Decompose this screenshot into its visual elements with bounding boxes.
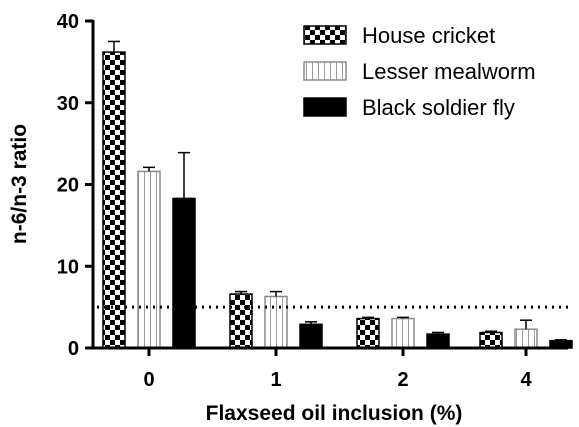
bar-solid-black-0 bbox=[172, 197, 196, 349]
y-tick-label: 0 bbox=[68, 338, 79, 360]
x-tick-label: 4 bbox=[520, 369, 532, 391]
plot-area: 0 10 20 30 40 0 1 2 4 bbox=[57, 11, 573, 391]
bar-vertical-stripes-1 bbox=[264, 295, 288, 349]
legend-item-checkerboard: House cricket bbox=[303, 23, 495, 48]
legend-swatch bbox=[303, 61, 347, 81]
bar-vertical-stripes-2 bbox=[391, 317, 415, 349]
bar-checkerboard-1 bbox=[229, 293, 253, 349]
error-bar-checkerboard-2 bbox=[362, 316, 374, 319]
error-bar-solid-black-4 bbox=[555, 339, 567, 341]
y-axis-title: n-6/n-3 ratio bbox=[8, 124, 31, 244]
legend: House cricket Lesser mealworm Black soldie… bbox=[303, 23, 536, 120]
y-tick-label: 40 bbox=[57, 11, 79, 33]
bar-solid-black-2 bbox=[426, 333, 450, 349]
y-axis: 0 10 20 30 40 bbox=[57, 11, 95, 360]
error-bar-checkerboard-1 bbox=[235, 290, 247, 295]
error-bar-vertical-stripes-0 bbox=[143, 166, 155, 172]
y-tick-label: 10 bbox=[57, 256, 79, 278]
bar-checkerboard-4 bbox=[479, 331, 503, 349]
error-bar-vertical-stripes-4 bbox=[520, 319, 532, 330]
error-bar-checkerboard-0 bbox=[108, 40, 120, 53]
legend-swatch bbox=[303, 97, 347, 117]
legend-label: Lesser mealworm bbox=[362, 59, 536, 84]
error-bars-group bbox=[108, 40, 567, 341]
error-bar-vertical-stripes-2 bbox=[397, 316, 409, 319]
legend-item-vertical-stripes: Lesser mealworm bbox=[303, 59, 536, 84]
error-bar-vertical-stripes-1 bbox=[270, 290, 282, 297]
bar-solid-black-1 bbox=[299, 323, 323, 349]
x-axis-title: Flaxseed oil inclusion (%) bbox=[206, 402, 463, 425]
bar-checkerboard-2 bbox=[356, 317, 380, 349]
x-axis: 0 1 2 4 bbox=[92, 346, 568, 391]
bar-vertical-stripes-4 bbox=[514, 328, 538, 349]
error-bar-solid-black-2 bbox=[432, 331, 444, 335]
legend-item-solid-black: Black soldier fly bbox=[303, 95, 515, 120]
x-tick-label: 1 bbox=[270, 369, 281, 391]
error-bar-solid-black-1 bbox=[305, 321, 317, 325]
legend-label: House cricket bbox=[362, 23, 495, 48]
bar-checkerboard-0 bbox=[102, 51, 126, 349]
error-bar-solid-black-0 bbox=[178, 151, 190, 199]
bars-group bbox=[102, 51, 573, 349]
legend-swatch bbox=[303, 25, 347, 45]
x-tick-label: 2 bbox=[397, 369, 408, 391]
y-tick-label: 20 bbox=[57, 175, 79, 197]
legend-label: Black soldier fly bbox=[362, 95, 515, 120]
error-bar-checkerboard-4 bbox=[485, 330, 497, 333]
bar-vertical-stripes-0 bbox=[137, 170, 161, 349]
y-tick-label: 30 bbox=[57, 93, 79, 115]
x-tick-label: 0 bbox=[143, 369, 154, 391]
